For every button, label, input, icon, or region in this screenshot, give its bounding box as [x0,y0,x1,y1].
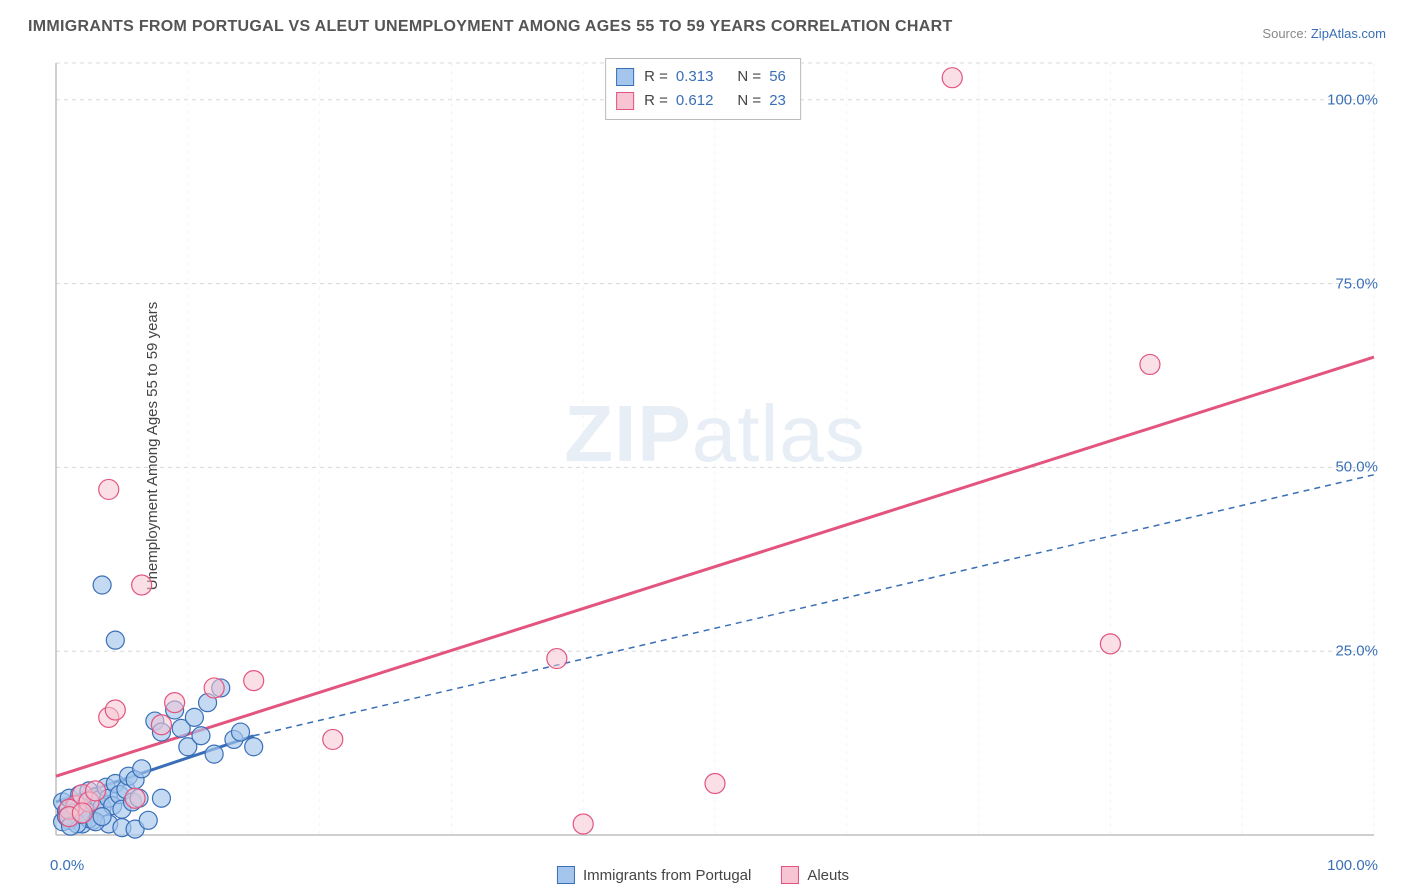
legend-item: Aleuts [781,866,849,884]
y-axis-tick: 75.0% [1335,275,1378,292]
y-axis-tick: 50.0% [1335,459,1378,476]
x-axis-tick-min: 0.0% [50,857,84,874]
correlation-legend: R = 0.313 N = 56 R = 0.612 N = 23 [605,58,801,120]
legend-r-label: R = [644,89,668,113]
legend-row: R = 0.313 N = 56 [616,65,786,89]
legend-n-value: 56 [769,65,786,89]
legend-row: R = 0.612 N = 23 [616,89,786,113]
scatter-svg [50,55,1380,845]
source-link[interactable]: ZipAtlas.com [1311,26,1386,41]
legend-item: Immigrants from Portugal [557,866,751,884]
source-attribution: Source: ZipAtlas.com [1262,26,1386,41]
legend-swatch [557,866,575,884]
legend-n-label: N = [737,65,761,89]
legend-r-value: 0.313 [676,65,714,89]
legend-swatch [616,68,634,86]
series-legend: Immigrants from Portugal Aleuts [557,866,849,884]
y-axis-tick: 100.0% [1327,91,1378,108]
chart-plot-area: ZIPatlas [50,55,1380,845]
legend-r-label: R = [644,65,668,89]
legend-r-value: 0.612 [676,89,714,113]
x-axis-tick-max: 100.0% [1327,857,1378,874]
legend-n-label: N = [737,89,761,113]
legend-swatch [616,92,634,110]
y-axis-tick: 25.0% [1335,643,1378,660]
legend-label: Aleuts [807,867,849,884]
legend-n-value: 23 [769,89,786,113]
legend-swatch [781,866,799,884]
chart-title: IMMIGRANTS FROM PORTUGAL VS ALEUT UNEMPL… [28,18,953,36]
legend-label: Immigrants from Portugal [583,867,751,884]
source-label: Source: [1262,26,1307,41]
